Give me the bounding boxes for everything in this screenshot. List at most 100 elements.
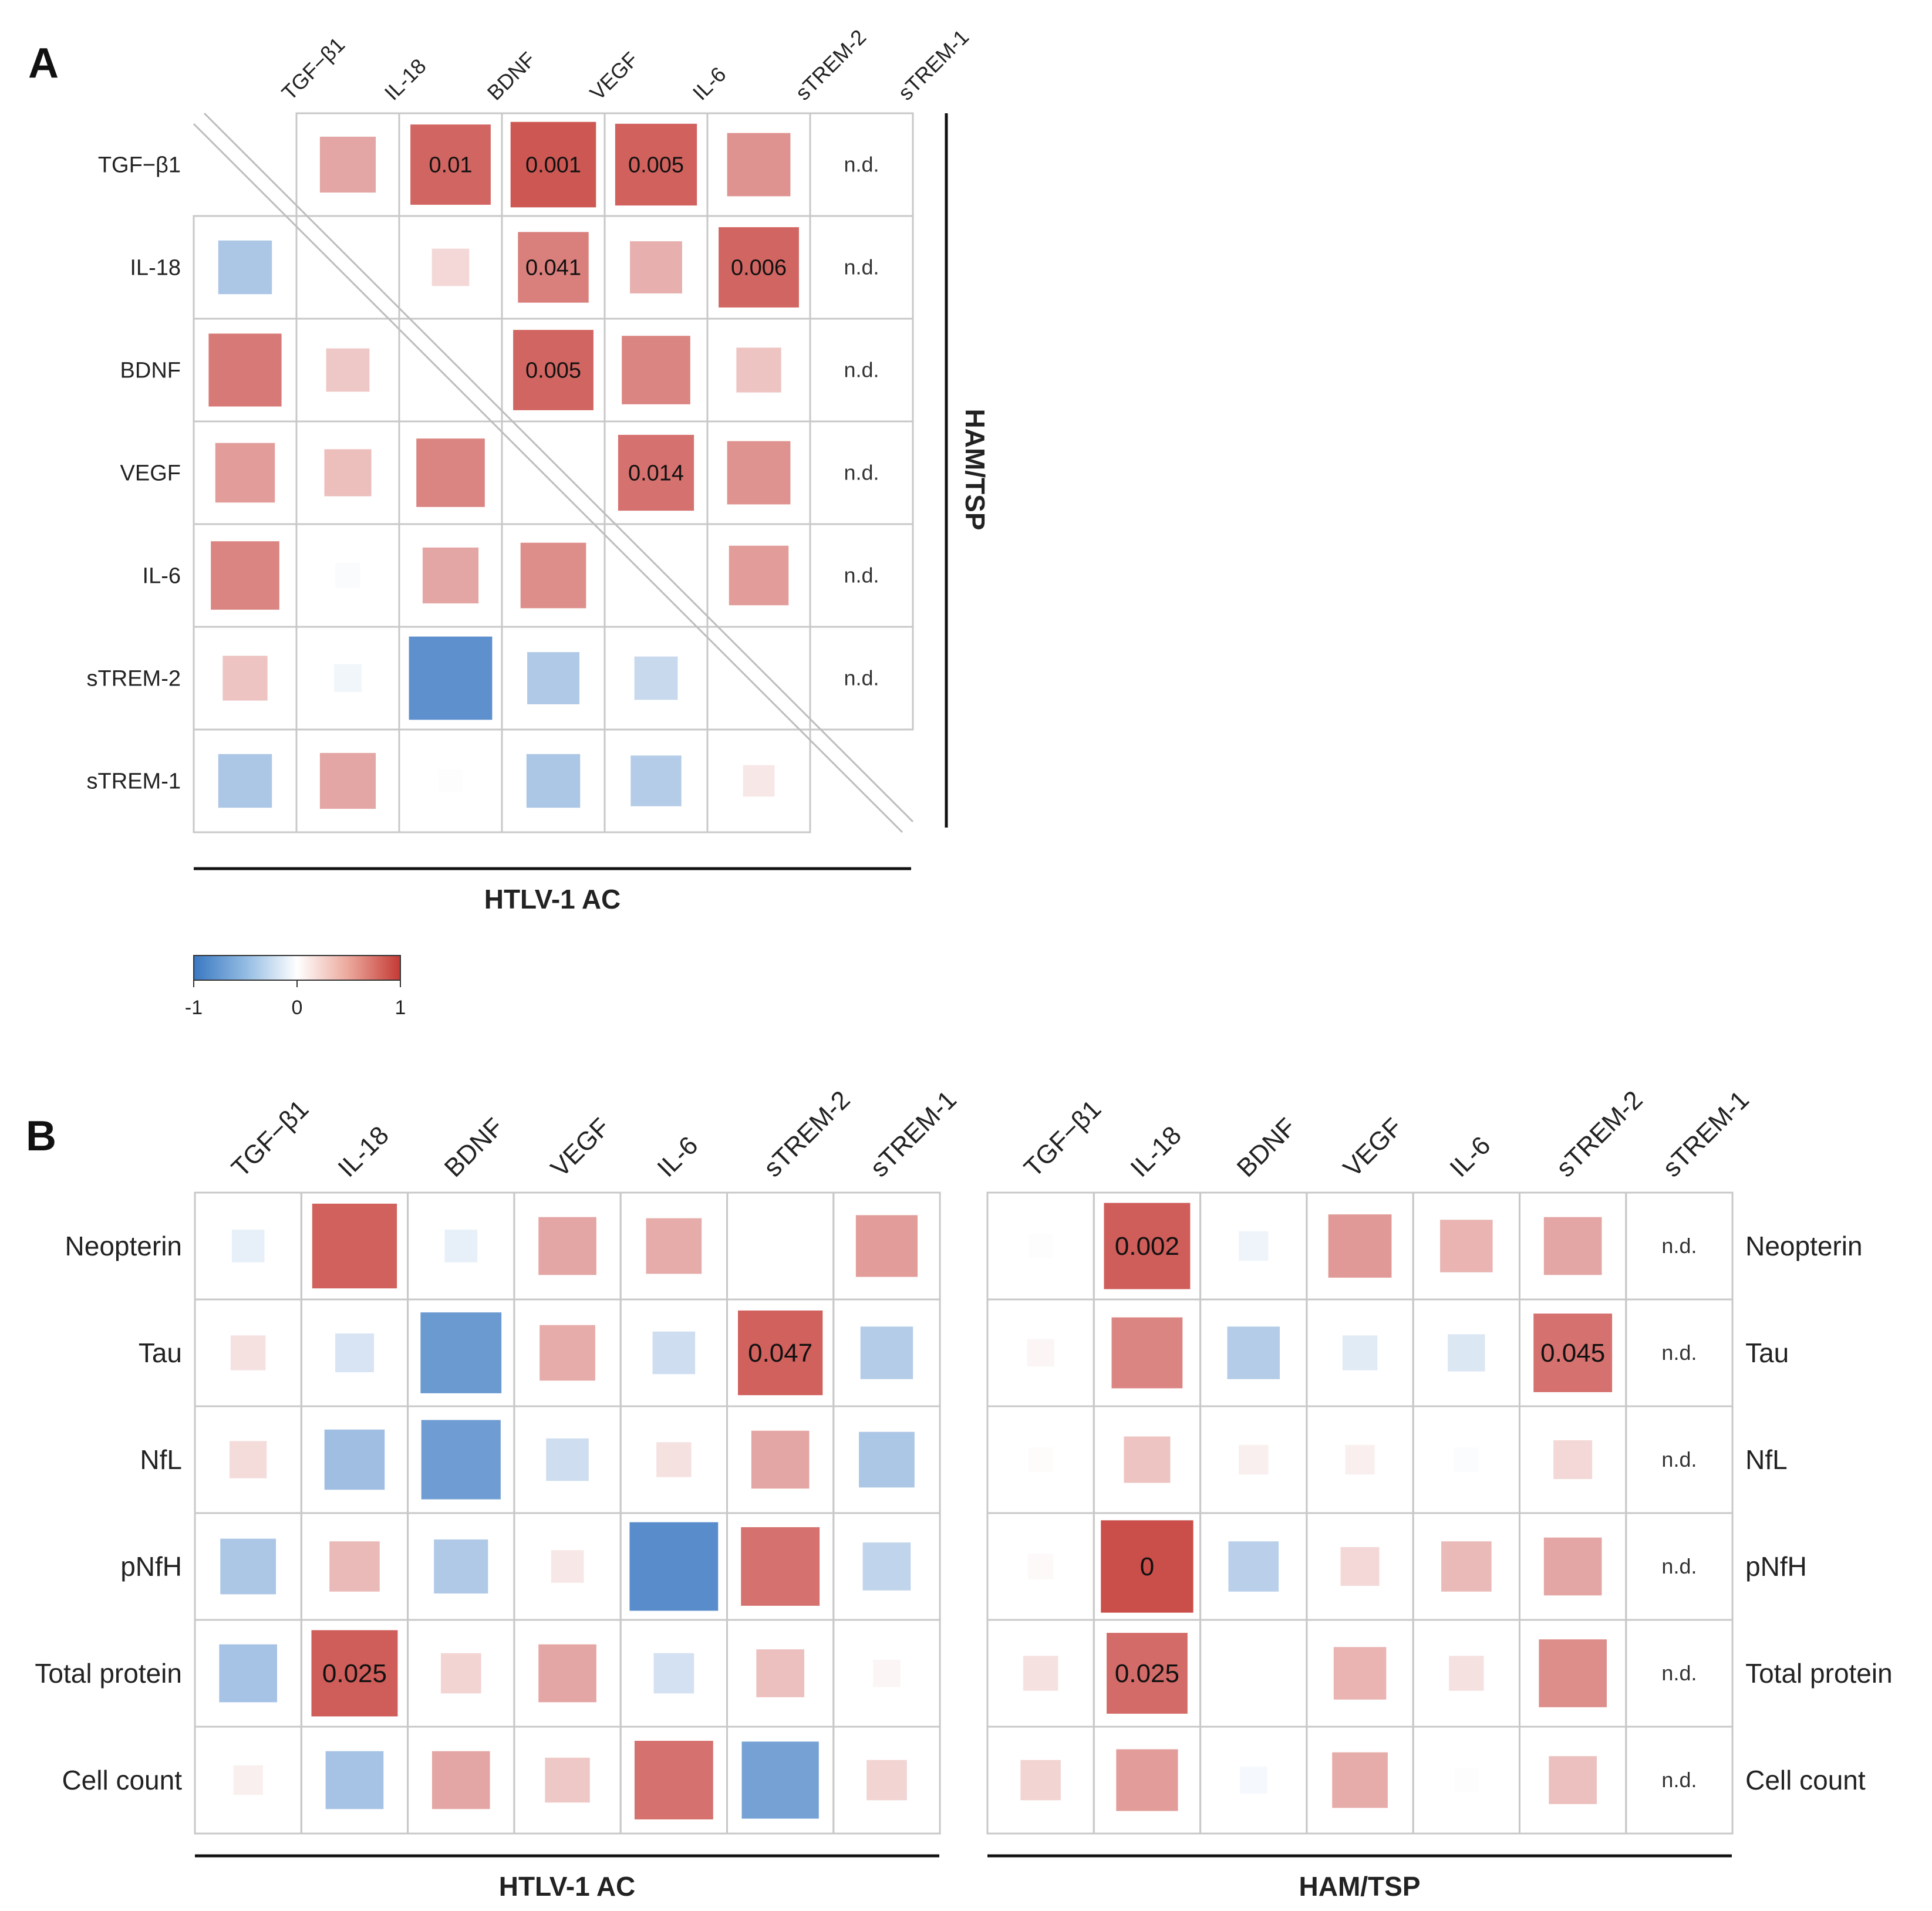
panel-b-htlv-row-label-neopterin: Neopterin [65, 1231, 182, 1261]
panel-b-ham-cell-cell-count-il-6 [1454, 1768, 1479, 1792]
panel-b-htlv-cell-total-protein-il-6 [653, 1653, 694, 1694]
panel-b-htlv-col-label-strem-2: sTREM-2 [758, 1085, 856, 1183]
legend-label-min: -1 [185, 997, 203, 1019]
panel-b-htlv-cell-tau-strem-2-pvalue: 0.047 [748, 1339, 812, 1368]
panel-b-htlv-cell-tau-vegf [540, 1325, 595, 1381]
panel-a-cell-strem-1-strem-2 [743, 765, 775, 797]
panel-a-cell-vegf-tgf-1 [215, 443, 275, 503]
panel-a-cell-strem-2-strem-1-nd: n.d. [844, 666, 879, 690]
panel-b-ham-cell-tau-tgf-1 [1027, 1339, 1054, 1367]
panel-b-htlv-cell-total-protein-bdnf [440, 1653, 481, 1694]
panel-b-ham-cell-nfl-bdnf [1239, 1444, 1269, 1475]
panel-a-cell-il-18-vegf-pvalue: 0.041 [525, 256, 581, 281]
panel-a-cell-bdnf-vegf [513, 330, 594, 410]
panel-a-grid-cell [706, 728, 811, 833]
panel-a-cell-tgf-1-bdnf-pvalue: 0.01 [429, 153, 473, 178]
panel-b-ham-row-label-cell-count: Cell count [1745, 1765, 1866, 1795]
panel-b-ham-cell-cell-count-vegf [1332, 1752, 1388, 1808]
panel-b-ham-cell-cell-count-il-18 [1116, 1749, 1178, 1811]
panel-b-ham-cell-pnfh-il-6 [1441, 1541, 1492, 1592]
panel-b-htlv-col-label-strem-1: sTREM-1 [865, 1085, 962, 1183]
panel-a-lower-group-label: HTLV-1 AC [484, 884, 621, 914]
panel-a-cell-il-6-il-18 [335, 563, 360, 588]
panel-b-htlv-cell-pnfh-strem-1 [862, 1542, 911, 1591]
panel-b-ham-cell-neopterin-strem-2 [1543, 1217, 1602, 1275]
panel-b-htlv-cell-tau-strem-2 [737, 1310, 823, 1396]
legend-label-mid: 0 [292, 997, 303, 1019]
panel-b-ham-cell-nfl-strem-2 [1553, 1440, 1593, 1479]
panel-b-htlv-cell-cell-count-strem-2 [741, 1741, 819, 1819]
panel-b-htlv-cell-nfl-il-6 [656, 1442, 692, 1477]
panel-a-cell-il-6-bdnf [422, 547, 479, 604]
panel-a-cell-strem-1-tgf-1 [218, 754, 272, 808]
panel-b-htlv-cell-cell-count-bdnf [431, 1751, 490, 1809]
panel-a-col-label-tgf-1: TGF−β1 [277, 32, 350, 105]
panel-b-ham-col-label-il-6: IL-6 [1444, 1131, 1496, 1183]
panel-b-ham-row-label-nfl: NfL [1745, 1444, 1788, 1475]
panel-a-row-label-il-18: IL-18 [130, 256, 181, 281]
panel-b-ham-cell-cell-count-tgf-1 [1020, 1760, 1061, 1801]
panel-a-row-label-strem-2: sTREM-2 [87, 667, 181, 691]
panel-b-htlv-col-label-bdnf: BDNF [439, 1113, 509, 1183]
panel-a-cell-strem-2-bdnf [409, 636, 493, 720]
panel-a-cell-tgf-1-vegf [510, 121, 596, 208]
panel-a-cell-il-6-strem-1-nd: n.d. [844, 563, 879, 588]
panel-a-cell-strem-2-il-18 [333, 664, 362, 693]
panel-b-left-group-label: HTLV-1 AC [499, 1871, 636, 1902]
panel-a-cell-vegf-bdnf [416, 438, 485, 507]
panel-a-cell-vegf-strem-1-nd: n.d. [844, 461, 879, 485]
panel-a-diagonal-upper [203, 112, 914, 823]
panel-b-htlv-cell-pnfh-il-18 [329, 1541, 380, 1592]
panel-b-ham-cell-tau-il-6 [1448, 1334, 1485, 1372]
panel-a-correlation-matrix: TGF−β1 IL-18 BDNF VEGF IL-6 sTREM-2 sTREM-1 TGF… [87, 25, 973, 833]
panel-a-cell-il-6-tgf-1 [211, 541, 279, 610]
panel-b-htlv-col-label-il-18: IL-18 [332, 1121, 395, 1183]
panel-b-htlv-cell-pnfh-vegf [551, 1550, 584, 1583]
panel-b-ham-cell-tau-il-18 [1111, 1317, 1183, 1389]
panel-a-cell-vegf-strem-2 [727, 441, 791, 505]
panel-b-ham-cell-total-protein-il-18 [1107, 1633, 1188, 1714]
panel-b-ham-cell-tau-strem-2 [1533, 1314, 1613, 1392]
panel-a-cell-il-18-tgf-1 [218, 240, 272, 295]
panel-a-cell-il-18-il-6 [630, 241, 682, 293]
panel-b-htlv-cell-nfl-tgf-1 [229, 1441, 267, 1478]
panel-b-ham-cell-pnfh-bdnf [1228, 1541, 1279, 1592]
panel-a-cell-bdnf-strem-2 [736, 347, 781, 393]
panel-b-ham-cell-nfl-vegf [1345, 1444, 1375, 1475]
panel-b-htlv-cell-total-protein-il-18 [311, 1630, 398, 1717]
panel-b-ham-cell-total-protein-il-6 [1449, 1656, 1484, 1691]
panel-b-ham-col-label-vegf: VEGF [1338, 1113, 1408, 1183]
panel-b-htlv-cell-neopterin-il-6 [646, 1218, 702, 1274]
panel-b-htlv-cell-neopterin-vegf [538, 1217, 596, 1275]
panel-a-cell-strem-1-il-18 [319, 752, 376, 809]
panel-a-cell-tgf-1-strem-1-nd: n.d. [844, 153, 879, 177]
panel-a-cell-il-6-vegf [520, 542, 586, 609]
panel-a-col-label-vegf: VEGF [585, 47, 643, 104]
panel-b-htlv-grid-cell [832, 1726, 941, 1835]
panel-a-cell-bdnf-il-6 [622, 336, 690, 404]
panel-a-col-label-strem-1: sTREM-1 [893, 25, 973, 104]
panel-b-htlv-cell-nfl-bdnf [421, 1420, 501, 1500]
panel-a-cell-tgf-1-il-18 [319, 136, 376, 193]
panel-a-col-label-il-18: IL-18 [380, 54, 431, 105]
panel-b-htlv-col-label-vegf: VEGF [545, 1113, 615, 1183]
panel-a-cell-il-18-strem-1-nd: n.d. [844, 255, 879, 279]
panel-b-htlv-cell-total-protein-vegf [538, 1644, 596, 1703]
panel-a-cell-strem-2-il-6 [634, 656, 678, 700]
panel-b-ham-cell-cell-count-strem-2 [1549, 1756, 1597, 1804]
panel-b-ham-grid-cell [1625, 1726, 1734, 1835]
panel-b-ham-cell-pnfh-il-18-pvalue: 0 [1140, 1552, 1154, 1581]
panel-a-cell-strem-2-tgf-1 [222, 656, 268, 701]
panel-a-letter: A [28, 40, 59, 87]
panel-a-row-label-strem-1: sTREM-1 [87, 769, 181, 794]
panel-b-ham-row-label-pnfh: pNfH [1745, 1551, 1807, 1582]
panel-b-ham-cell-neopterin-il-6 [1440, 1220, 1493, 1272]
panel-b-ham-cell-cell-count-strem-1-nd: n.d. [1661, 1768, 1697, 1792]
panel-a-cell-il-18-vegf [518, 232, 589, 303]
panel-a-cell-il-18-strem-2-pvalue: 0.006 [731, 256, 787, 281]
panel-b-htlv-row-label-pnfh: pNfH [120, 1551, 182, 1582]
panel-a-row-label-tgf-1: TGF−β1 [98, 153, 181, 178]
panel-b-ham-cell-pnfh-strem-2 [1543, 1537, 1602, 1596]
panel-b-htlv-cell-tau-tgf-1 [230, 1335, 266, 1370]
